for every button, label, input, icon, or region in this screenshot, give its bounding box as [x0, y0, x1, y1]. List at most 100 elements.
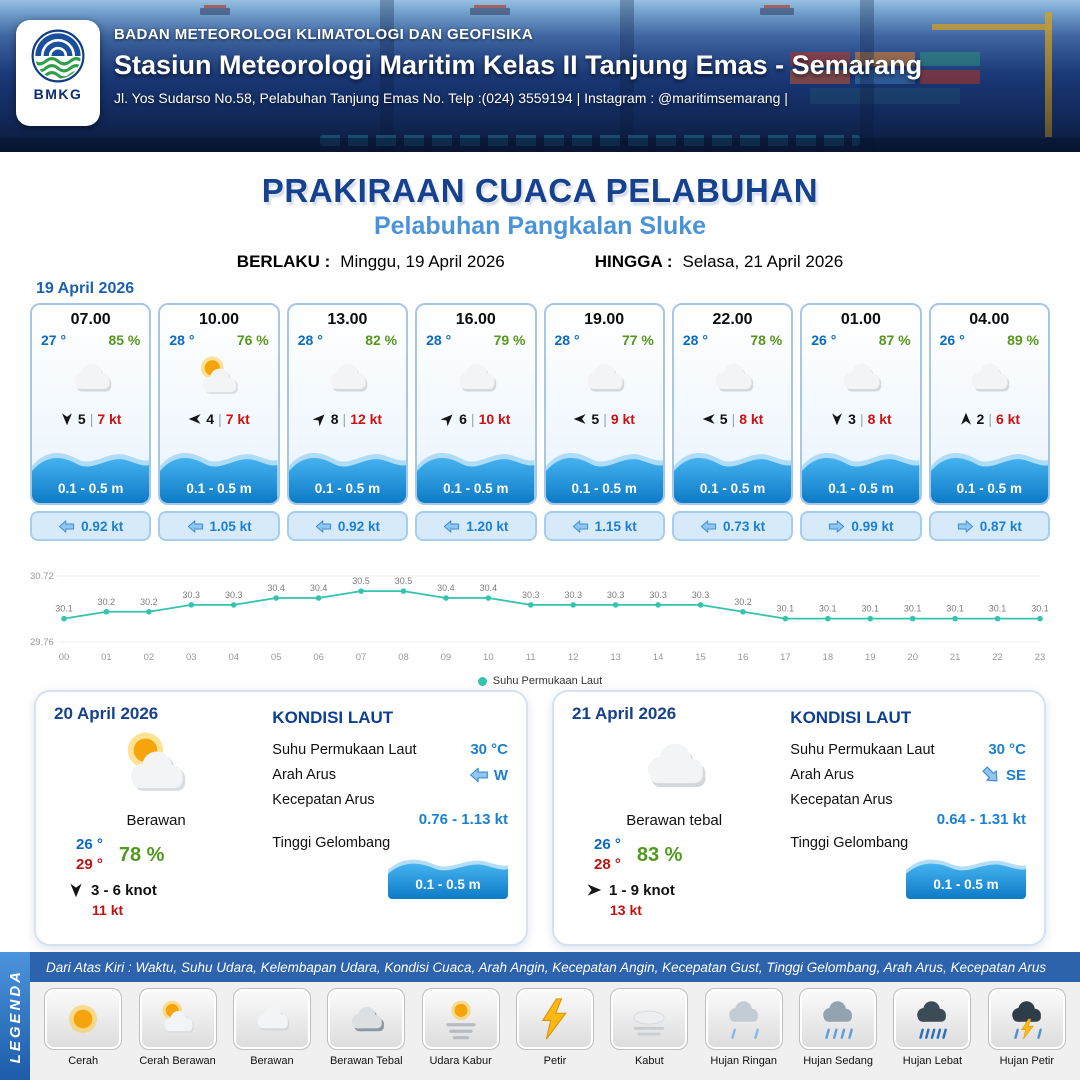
current-speed: 1.15 kt [594, 518, 637, 534]
current-direction-arrow-icon [315, 519, 332, 533]
sst-line-chart: 30.72 29.76 30.1 30.2 30.2 30.3 30.3 30.4 30.4 30… [30, 571, 1049, 663]
wind-value: 8 [330, 411, 339, 427]
air-temperature: 28 ° [297, 332, 323, 348]
forecast-cell: 10.00 28 ° 76 % 4 | 7 kt 0.1 - 0.5 m 1.05 … [158, 303, 280, 541]
wind-row: 5 | 7 kt [32, 408, 149, 430]
forecast-time: 22.00 [712, 311, 753, 328]
current-speed: 1.05 kt [209, 518, 252, 534]
day-temp-min: 26 ° [76, 836, 103, 853]
air-temperature: 28 ° [682, 332, 708, 348]
day-temps: 26 ° 29 ° 78 % [76, 835, 258, 876]
cloud-icon [73, 363, 111, 392]
wind-separator: | [89, 411, 94, 427]
humidity: 82 % [365, 332, 398, 348]
current-box: 0.92 kt [286, 511, 409, 541]
forecast-time: 01.00 [840, 311, 881, 328]
day-weather-icon-wrap [54, 724, 258, 808]
hourly-forecast-row: 07.00 27 ° 85 % 5 | 7 kt 0.1 - 0.5 m 0.92 … [30, 303, 1050, 541]
forecast-card: 04.00 26 ° 89 % 2 | 6 kt 0.1 - 0.5 m [928, 303, 1050, 505]
temp-humidity-row: 26 ° 87 % [802, 329, 919, 348]
current-speed-label: Kecepatan Arus [790, 792, 893, 808]
wave-height-band: 0.1 - 0.5 m [417, 447, 535, 503]
wave-height-value: 0.1 - 0.5 m [415, 877, 481, 892]
sun-cloud-icon [162, 1000, 194, 1033]
current-direction-arrow-icon [444, 519, 460, 533]
sea-condition-column: KONDISI LAUT Suhu Permukaan Laut 30 °C Ar… [776, 704, 1026, 932]
svg-text:04: 04 [228, 652, 239, 663]
sea-condition-title: KONDISI LAUT [790, 708, 912, 727]
humidity: 79 % [493, 332, 526, 348]
wave-height-band: 0.1 - 0.5 m [545, 447, 663, 503]
forecast-cell: 07.00 27 ° 85 % 5 | 7 kt 0.1 - 0.5 m 0.92 … [30, 303, 152, 541]
wave-graphic [930, 453, 1048, 503]
chart-plot-area: 30.72 29.76 30.1 30.2 30.2 30.3 30.3 30.4 30.4 30… [28, 560, 1052, 673]
wind-speed: 6 kt [995, 411, 1021, 427]
day-wind-range: 1 - 9 knot [609, 881, 675, 899]
port-name-subtitle: Pelabuhan Pangkalan Sluke [373, 212, 707, 240]
day-forecast-card: 20 April 2026 Berawan 26 ° 29 ° 78 % 3 -… [34, 690, 528, 946]
station-address: Jl. Yos Sudarso No.58, Pelabuhan Tanjung… [114, 90, 788, 106]
forecast-cell: 13.00 28 ° 82 % 8 | 12 kt 0.1 - 0.5 m 0.92… [286, 303, 409, 541]
wind-direction-arrow-icon [440, 414, 453, 427]
cloud-icon [587, 363, 625, 392]
wind-row: 8 | 12 kt [289, 408, 406, 430]
legend-icon-card [610, 988, 689, 1050]
wave-graphic [160, 453, 278, 503]
svg-text:23: 23 [1035, 652, 1046, 663]
weather-icon-wrap [32, 348, 149, 408]
legend-label: Hujan Petir [999, 1055, 1055, 1067]
svg-text:29.76: 29.76 [30, 637, 54, 648]
cloud-icon [844, 363, 882, 392]
wave-graphic [545, 453, 663, 503]
legend-sidebar-label: LEGENDA [6, 968, 24, 1064]
current-box: 1.05 kt [158, 511, 280, 541]
forecast-time: 13.00 [327, 311, 368, 328]
chart-legend: Suhu Permukaan Laut [28, 675, 1052, 687]
wind-separator: | [470, 411, 475, 427]
chart-legend-label: Suhu Permukaan Laut [492, 675, 603, 687]
temp-humidity-row: 28 ° 76 % [160, 329, 277, 348]
bmkg-logo-emblem [31, 29, 85, 83]
wave-height-band: 0.1 - 0.5 m [160, 447, 278, 503]
legend-item: Berawan Tebal [321, 988, 411, 1078]
wave-height-band: 0.1 - 0.5 m [32, 447, 150, 503]
wind-direction-arrow-icon [702, 414, 715, 424]
forecast-time: 16.00 [455, 311, 496, 328]
sst-value: 30 °C [988, 741, 1026, 758]
svg-text:30.1: 30.1 [904, 604, 922, 614]
day-weather-column: 20 April 2026 Berawan 26 ° 29 ° 78 % 3 -… [54, 704, 258, 932]
legend-label: Cerah Berawan [139, 1055, 216, 1067]
humidity: 76 % [236, 332, 269, 348]
svg-text:30.1: 30.1 [1031, 604, 1049, 614]
svg-text:13: 13 [610, 652, 621, 663]
svg-text:02: 02 [144, 652, 155, 663]
station-name: Stasiun Meteorologi Maritim Kelas II Tan… [114, 50, 923, 80]
current-box: 1.15 kt [543, 511, 665, 541]
wind-separator: | [731, 411, 736, 427]
svg-text:30.3: 30.3 [692, 590, 710, 600]
weather-icon-wrap [802, 348, 919, 408]
weather-icon-wrap [931, 348, 1048, 408]
wind-row: 3 | 8 kt [802, 408, 919, 430]
rain-light-icon [728, 1001, 759, 1039]
wind-direction-arrow-icon [188, 414, 201, 424]
legend-item: Berawan [227, 988, 317, 1078]
svg-text:17: 17 [780, 652, 791, 663]
forecast-card: 22.00 28 ° 78 % 5 | 8 kt 0.1 - 0.5 m [671, 303, 794, 505]
sst-value: 30 °C [470, 741, 508, 758]
air-temperature: 26 ° [811, 332, 837, 348]
current-direction-value: W [493, 766, 508, 784]
wind-row: 5 | 8 kt [674, 408, 791, 430]
forecast-cell: 19.00 28 ° 77 % 5 | 9 kt 0.1 - 0.5 m 1.15 … [543, 303, 665, 541]
air-temperature: 28 ° [554, 332, 580, 348]
legend-item: Cerah [38, 988, 128, 1078]
legend-label: Hujan Ringan [710, 1055, 778, 1067]
day-wind-row: 3 - 6 knot [68, 882, 258, 899]
wave-height-band: 0.1 - 0.5 m [288, 447, 407, 503]
day-temp-max: 29 ° [76, 856, 103, 874]
svg-text:30.72: 30.72 [30, 571, 54, 582]
day-condition: Berawan tebal [626, 812, 723, 829]
forecast-cell: 16.00 28 ° 79 % 6 | 10 kt 0.1 - 0.5 m 1.20… [415, 303, 537, 541]
svg-text:12: 12 [568, 652, 579, 663]
